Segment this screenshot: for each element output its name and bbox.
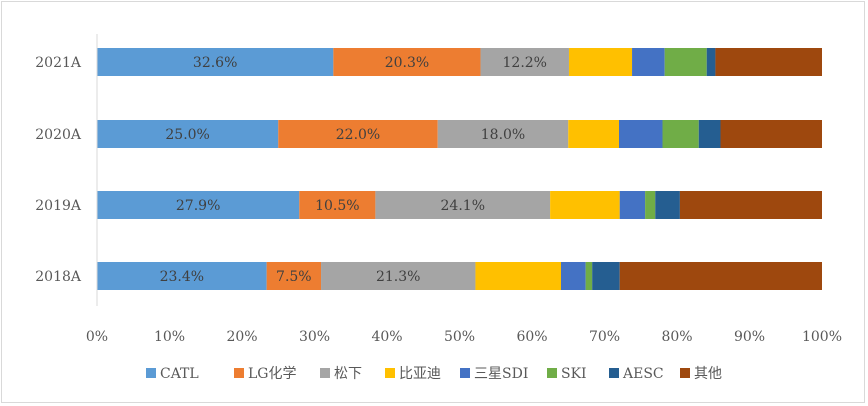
bar-2018A-松下 [321, 262, 476, 290]
bar-2021A-LG化学 [333, 48, 481, 76]
data-label-2019A-LG化学: 10.5% [315, 198, 359, 214]
x-tick-label: 10% [154, 329, 185, 345]
bar-2020A-比亚迪 [568, 120, 619, 148]
legend-swatch [320, 368, 330, 378]
legend-item-LG化学: LG化学 [234, 366, 296, 382]
x-tick-label: 40% [371, 329, 402, 345]
x-tick-label: 0% [86, 329, 108, 345]
axes-layer: 2018A 2019A 2020A 2021A 0% 10% 20% 30% 40% 50% 60%… [35, 34, 842, 345]
bar-2021A-三星SDI [632, 48, 665, 76]
legend-swatch [385, 368, 395, 378]
legend-swatch [547, 368, 557, 378]
x-tick-label: 90% [734, 329, 765, 345]
bar-2019A-LG化学 [299, 191, 376, 219]
bar-2019A-三星SDI [619, 191, 646, 219]
legend-item-三星SDI: 三星SDI [460, 366, 528, 382]
legend-label: AESC [622, 366, 664, 382]
x-tick-label: 30% [299, 329, 330, 345]
category-label-2019A: 2019A [35, 198, 82, 214]
bar-2021A-SKI [664, 48, 707, 76]
legend-label: LG化学 [248, 366, 296, 382]
bar-2020A-三星SDI [619, 120, 663, 148]
bar-2021A-CATL [97, 48, 334, 76]
bar-2020A-SKI [662, 120, 699, 148]
bar-2018A-SKI [585, 262, 593, 290]
legend-label: 三星SDI [474, 366, 528, 382]
bar-2019A-其他 [679, 191, 822, 219]
legend: CATL LG化学 松下 比亚迪 三星SDI SKI AESC 其他 [146, 366, 722, 382]
bar-2020A-其他 [720, 120, 822, 148]
x-tick-label: 100% [802, 329, 842, 345]
bar-2019A-松下 [375, 191, 551, 219]
data-label-2021A-LG化学: 20.3% [385, 55, 429, 71]
legend-item-AESC: AESC [609, 366, 664, 382]
bar-2018A-其他 [619, 262, 822, 290]
data-label-2021A-CATL: 32.6% [193, 55, 237, 71]
bar-2018A-AESC [592, 262, 620, 290]
data-label-2020A-松下: 18.0% [481, 127, 525, 143]
legend-label: 松下 [334, 366, 362, 382]
legend-swatch [146, 368, 156, 378]
data-label-2020A-LG化学: 22.0% [336, 127, 380, 143]
legend-swatch [234, 368, 244, 378]
bar-2020A-CATL [97, 120, 279, 148]
bar-2021A-松下 [480, 48, 569, 76]
data-label-2018A-松下: 21.3% [376, 269, 420, 285]
x-tick-label: 50% [444, 329, 475, 345]
bar-2021A-其他 [715, 48, 822, 76]
bar-2018A-CATL [97, 262, 267, 290]
x-tick-label: 80% [661, 329, 692, 345]
bar-2021A-比亚迪 [568, 48, 633, 76]
category-label-2020A: 2020A [35, 127, 82, 143]
data-label-2020A-CATL: 25.0% [165, 127, 209, 143]
bar-2018A-比亚迪 [475, 262, 561, 290]
legend-swatch [609, 368, 619, 378]
x-tick-label: 60% [516, 329, 547, 345]
bar-2018A-三星SDI [561, 262, 586, 290]
bar-2018A-LG化学 [266, 262, 322, 290]
legend-item-其他: 其他 [680, 366, 722, 382]
legend-swatch [680, 368, 690, 378]
bar-2019A-CATL [97, 191, 300, 219]
category-label-2021A: 2021A [35, 55, 82, 71]
category-label-2018A: 2018A [35, 269, 82, 285]
x-tick-label: 70% [589, 329, 620, 345]
legend-label: SKI [561, 366, 587, 382]
data-label-2018A-CATL: 23.4% [160, 269, 204, 285]
legend-swatch [460, 368, 470, 378]
bar-2020A-LG化学 [278, 120, 438, 148]
legend-label: CATL [160, 366, 199, 382]
data-label-2019A-松下: 24.1% [441, 198, 485, 214]
bar-2019A-SKI [645, 191, 656, 219]
bars-layer [97, 48, 822, 290]
legend-label: 其他 [694, 366, 722, 382]
data-label-2021A-松下: 12.2% [503, 55, 547, 71]
bar-2020A-AESC [698, 120, 721, 148]
data-label-2018A-LG化学: 7.5% [276, 269, 312, 285]
legend-item-比亚迪: 比亚迪 [385, 366, 441, 382]
x-tick-label: 20% [226, 329, 257, 345]
legend-item-松下: 松下 [320, 366, 362, 382]
data-label-2019A-CATL: 27.9% [176, 198, 220, 214]
data-labels-layer: 23.4% 7.5% 21.3% 27.9% 10.5% 24.1% 25.0% 22.0% 1… [160, 55, 547, 285]
bar-2019A-AESC [655, 191, 680, 219]
legend-item-CATL: CATL [146, 366, 199, 382]
legend-label: 比亚迪 [399, 366, 441, 382]
bar-2021A-AESC [706, 48, 716, 76]
legend-item-SKI: SKI [547, 366, 587, 382]
bar-2020A-松下 [437, 120, 569, 148]
bar-2019A-比亚迪 [550, 191, 620, 219]
